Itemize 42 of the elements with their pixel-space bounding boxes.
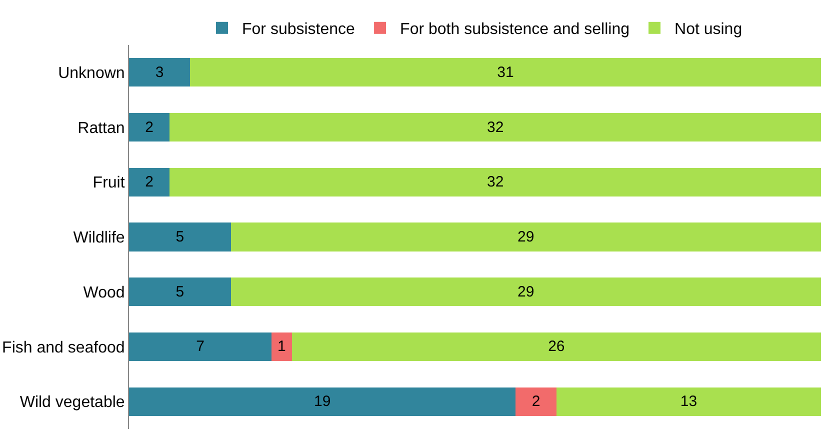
data-label: 1	[277, 338, 286, 356]
bar	[129, 387, 516, 416]
bar	[129, 58, 190, 87]
y-tick-label: Rattan	[78, 120, 125, 137]
legend-label: Not using	[674, 21, 742, 38]
data-label: 5	[176, 228, 184, 246]
bar	[129, 332, 272, 361]
data-label: 19	[314, 393, 331, 410]
data-label: 32	[487, 174, 504, 191]
y-tick-label: Fruit	[92, 174, 126, 192]
data-label: 29	[518, 228, 534, 246]
data-label: 13	[680, 393, 698, 410]
data-label: 32	[487, 118, 504, 136]
bar	[556, 387, 821, 416]
bar	[271, 332, 292, 361]
bar	[129, 278, 231, 306]
bar	[170, 113, 821, 142]
legend-label: For both subsistence and selling	[400, 21, 630, 38]
y-tick-label: Wildlife	[73, 230, 125, 247]
data-label: 26	[548, 338, 565, 356]
data-label: 5	[176, 283, 184, 300]
data-label: 2	[145, 174, 154, 191]
bar	[230, 278, 821, 306]
bar	[230, 222, 821, 252]
legend-label: For subsistence	[242, 21, 356, 38]
y-tick-label: Wood	[83, 284, 125, 302]
data-label: 3	[155, 64, 164, 81]
y-tick-label: Fish and seafood	[2, 339, 125, 356]
data-label: 2	[532, 393, 540, 410]
data-label: 29	[518, 283, 534, 300]
bar	[129, 168, 170, 196]
bar	[170, 168, 821, 196]
bar	[516, 387, 556, 416]
bar	[129, 222, 231, 252]
data-label: 31	[497, 64, 514, 81]
data-label: 7	[196, 338, 204, 356]
y-tick-label: Unknown	[58, 65, 125, 82]
bar	[190, 58, 821, 87]
data-label: 2	[145, 118, 154, 136]
y-tick-label: Wild vegetable	[20, 394, 125, 412]
bar	[292, 332, 821, 361]
bar	[129, 113, 170, 142]
